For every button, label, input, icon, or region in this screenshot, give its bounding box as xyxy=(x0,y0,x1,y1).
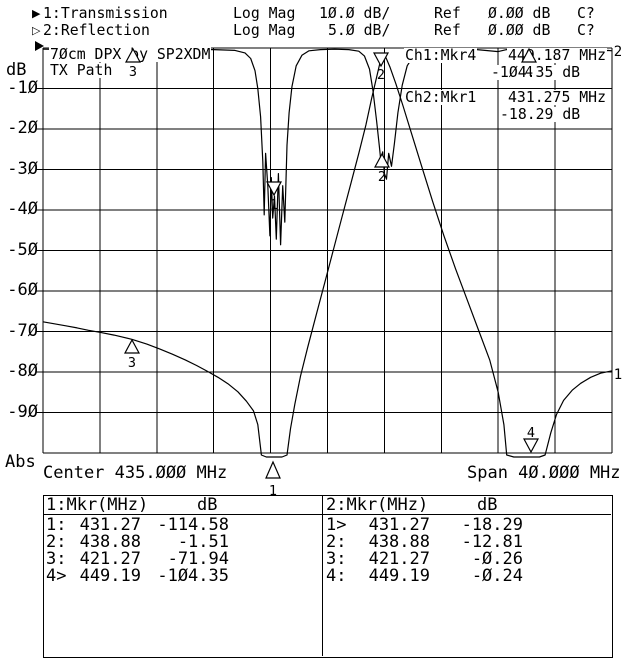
table-row-cell: 3: xyxy=(326,549,347,569)
marker-ch2-4-icon xyxy=(520,47,538,63)
table-row-cell: 3: xyxy=(46,549,67,569)
y-tick-label: -5Ø xyxy=(7,240,38,260)
ch2-cal-status: C? xyxy=(577,22,595,39)
marker-table-header-rule xyxy=(43,514,611,515)
table-row-cell: -1Ø4.35 xyxy=(157,566,229,586)
table-row-cell: 449.19 xyxy=(79,566,141,586)
table2-header-val: dB xyxy=(477,495,498,515)
ch2-ref-label: Ref xyxy=(434,22,461,39)
ch2-ref-value: Ø.ØØ dB xyxy=(488,22,551,39)
table2-header-freq: (MHz) xyxy=(377,495,429,515)
marker-table-box xyxy=(43,495,613,658)
trace1-active-arrow-icon: ▶ xyxy=(32,7,41,20)
y-axis-unit: dB xyxy=(6,60,27,80)
table-row-cell: 438.88 xyxy=(79,532,141,552)
table-row-cell: -18.29 xyxy=(461,515,523,535)
marker-ch2-3-label: 3 xyxy=(129,64,137,80)
marker-ch1-4-label: 4 xyxy=(527,425,535,441)
table-row-cell: 431.27 xyxy=(368,515,430,535)
readout-ch1-value: -1Ø4.35 dB xyxy=(490,64,582,81)
y-tick-label: -6Ø xyxy=(7,280,38,300)
marker-ch1-4-icon xyxy=(522,438,540,454)
marker-ch2-3-icon xyxy=(124,47,142,63)
marker-ch1-2-label: 2 xyxy=(377,67,385,83)
y-tick-label: -3Ø xyxy=(7,159,38,179)
table-row-cell: 438.88 xyxy=(368,532,430,552)
table-row-cell: 449.19 xyxy=(368,566,430,586)
marker-glyphs: 1 2 3 4 1 2 3 4 xyxy=(123,47,540,499)
y-tick-label: -2Ø xyxy=(7,118,38,138)
marker-ch2-2-label: 2 xyxy=(378,169,386,185)
marker-ch2-1-label: 1 xyxy=(270,197,278,213)
ch2-scale: 5.Ø dB/ xyxy=(328,22,391,39)
y-tick-label: -4Ø xyxy=(7,199,38,219)
marker-ch2-4-label: 4 xyxy=(525,64,533,80)
y-tick-label: -7Ø xyxy=(7,321,38,341)
table-row-cell: 4: xyxy=(326,566,347,586)
table-row-cell: 1: xyxy=(46,515,67,535)
ch1-ref-label: Ref xyxy=(434,5,461,22)
readout-ch1-marker: Ch1:Mkr4 xyxy=(404,47,478,64)
marker-table-divider xyxy=(322,495,323,656)
table-row-cell: -12.81 xyxy=(461,532,523,552)
trace2-end-indicator: 2 xyxy=(614,44,622,60)
ref-level-arrow-icon xyxy=(35,41,44,51)
y-tick-label: -9Ø xyxy=(7,402,38,422)
table-row-cell: 421.27 xyxy=(79,549,141,569)
ch2-label: 2:Reflection xyxy=(43,22,150,39)
readout-ch2-value: -18.29 dB xyxy=(499,106,582,123)
table-row-cell: 421.27 xyxy=(368,549,430,569)
marker-ch1-3-icon xyxy=(123,338,141,354)
table1-header-val: dB xyxy=(197,495,218,515)
table-row-cell: -Ø.24 xyxy=(471,566,523,586)
marker-ch1-1-icon xyxy=(265,460,281,479)
marker-ch2-2-icon xyxy=(373,152,391,168)
table-row-cell: -114.58 xyxy=(157,515,229,535)
table-row-cell: 1> xyxy=(326,515,347,535)
table-row-cell: 431.27 xyxy=(79,515,141,535)
y-tick-label: -1Ø xyxy=(7,78,38,98)
ch1-scale: 1Ø.Ø dB/ xyxy=(319,5,391,22)
ch1-ref-value: Ø.ØØ dB xyxy=(488,5,551,22)
table-row-cell: 4> xyxy=(46,566,67,586)
table-row-cell: 2: xyxy=(46,532,67,552)
table-row-cell: -1.51 xyxy=(177,532,229,552)
x-axis-span-label: Span 4Ø.ØØØ MHz xyxy=(467,463,621,483)
y-axis-abs-label: Abs xyxy=(5,452,36,472)
table2-header-ch: 2:Mkr xyxy=(326,495,378,515)
readout-ch2-freq: 431.275 MHz xyxy=(507,89,607,106)
table-row-cell: 2: xyxy=(326,532,347,552)
ch1-cal-status: C? xyxy=(577,5,595,22)
marker-ch1-2-icon xyxy=(372,52,390,68)
ch1-label: 1:Transmission xyxy=(43,5,168,22)
marker-ch1-3-label: 3 xyxy=(128,355,136,371)
marker-ch2-1-icon xyxy=(265,181,283,197)
table-row-cell: -Ø.26 xyxy=(471,549,523,569)
readout-ch2-marker: Ch2:Mkr1 xyxy=(404,89,478,106)
ch1-format: Log Mag xyxy=(233,5,296,22)
table1-header-freq: (MHz) xyxy=(97,495,149,515)
trace-1-transmission xyxy=(42,53,613,458)
plot-title-line2: TX Path xyxy=(49,62,114,79)
x-axis-center-label: Center 435.ØØØ MHz xyxy=(43,463,228,483)
y-tick-label: -8Ø xyxy=(7,361,38,381)
trace1-end-indicator: 1 xyxy=(614,367,622,383)
ch2-format: Log Mag xyxy=(233,22,296,39)
table-row-cell: -71.94 xyxy=(167,549,229,569)
trace2-active-arrow-icon: ▷ xyxy=(32,24,41,37)
table1-header-ch: 1:Mkr xyxy=(46,495,98,515)
marker-ch1-1-label: 1 xyxy=(269,483,277,499)
